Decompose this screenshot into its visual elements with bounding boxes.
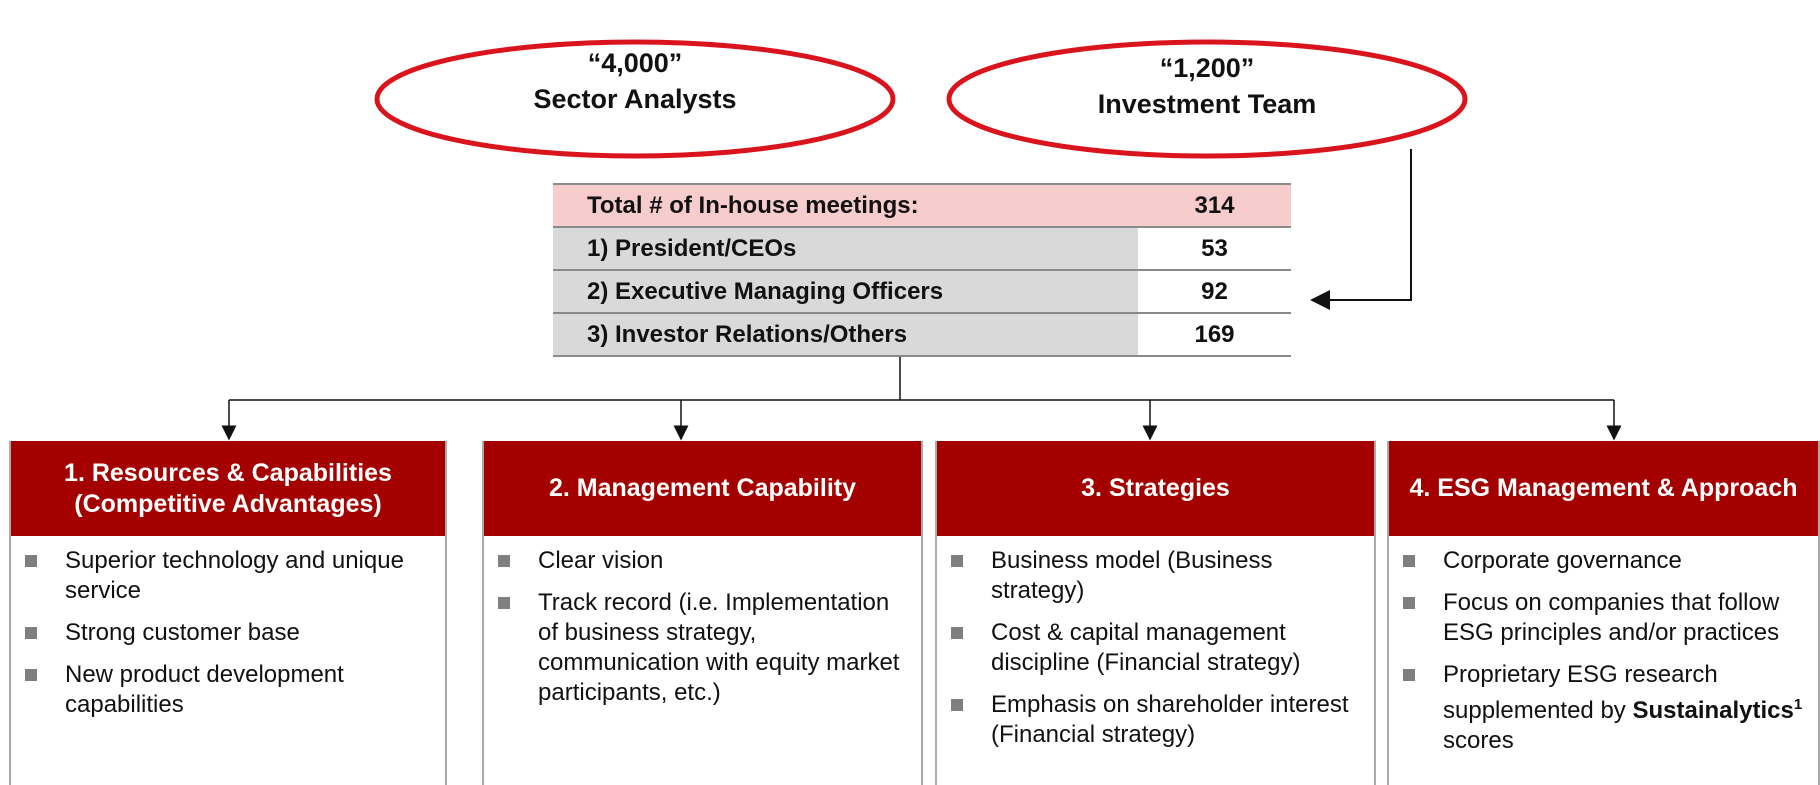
- bullet-list: Clear vision Track record (i.e. Implement…: [484, 536, 921, 708]
- footnote-mark: 1: [1793, 696, 1803, 713]
- oval-label: “4,000” Sector Analysts: [375, 45, 895, 117]
- oval-value: “4,000”: [587, 48, 683, 78]
- cell: 92: [1138, 270, 1291, 314]
- meetings-table: Total # of In-house meetings: 314 1) Pre…: [553, 183, 1291, 357]
- bullet: Superior technology and unique service: [25, 546, 437, 606]
- bullet-list: Corporate governance Focus on companies t…: [1389, 536, 1818, 756]
- column: 4. ESG Management & Approach Corporate go…: [1387, 441, 1820, 785]
- cell: 53: [1138, 227, 1291, 271]
- oval-label: “1,200” Investment Team: [947, 50, 1467, 122]
- column-title: 2. Management Capability: [484, 441, 921, 536]
- table-row: 2) Executive Managing Officers 92: [553, 270, 1291, 314]
- oval-caption: Sector Analysts: [533, 84, 737, 114]
- bullet: Business model (Business strategy): [951, 546, 1366, 606]
- cell: Total # of In-house meetings:: [553, 183, 1138, 228]
- bullet: Focus on companies that follow ESG princ…: [1403, 588, 1810, 648]
- oval: [946, 39, 1468, 159]
- cell: 3) Investor Relations/Others: [553, 313, 1138, 357]
- column-title: 3. Strategies: [937, 441, 1374, 536]
- bullet: Cost & capital management discipline (Fi…: [951, 618, 1366, 678]
- cell: 2) Executive Managing Officers: [553, 270, 1138, 314]
- bullet: Proprietary ESG research supplemented by…: [1403, 660, 1810, 756]
- oval-caption: Investment Team: [1097, 89, 1317, 119]
- cell: 314: [1138, 183, 1291, 228]
- column-title: 4. ESG Management & Approach: [1389, 441, 1818, 536]
- column-title: 1. Resources & Capabilities (Competitive…: [11, 441, 445, 536]
- cell: 1) President/CEOs: [553, 227, 1138, 271]
- bullet: Emphasis on shareholder interest (Financ…: [951, 690, 1366, 750]
- bullet-text: scores: [1443, 727, 1514, 754]
- bullet-text: Proprietary ESG research supplemented by: [1443, 661, 1718, 724]
- bullet: Clear vision: [498, 546, 913, 576]
- column: 1. Resources & Capabilities (Competitive…: [9, 441, 447, 785]
- oval-value: “1,200”: [1159, 53, 1255, 83]
- table-row: 1) President/CEOs 53: [553, 227, 1291, 271]
- column: 3. Strategies Business model (Business st…: [935, 441, 1376, 785]
- table-header: Total # of In-house meetings: 314: [553, 183, 1291, 228]
- bullet-list: Business model (Business strategy) Cost &…: [937, 536, 1374, 750]
- bullet: New product development capabilities: [25, 660, 437, 720]
- column: 2. Management Capability Clear vision Trac…: [482, 441, 923, 785]
- cell: 169: [1138, 313, 1291, 357]
- bullet-bold: Sustainalytics: [1632, 697, 1794, 724]
- table-row: 3) Investor Relations/Others 169: [553, 313, 1291, 357]
- arrow: [1310, 149, 1412, 310]
- bullet-list: Superior technology and unique service St…: [11, 536, 445, 720]
- oval: [374, 39, 896, 159]
- bullet: Corporate governance: [1403, 546, 1810, 576]
- bullet: Strong customer base: [25, 618, 437, 648]
- bullet: Track record (i.e. Implementation of bus…: [498, 588, 913, 708]
